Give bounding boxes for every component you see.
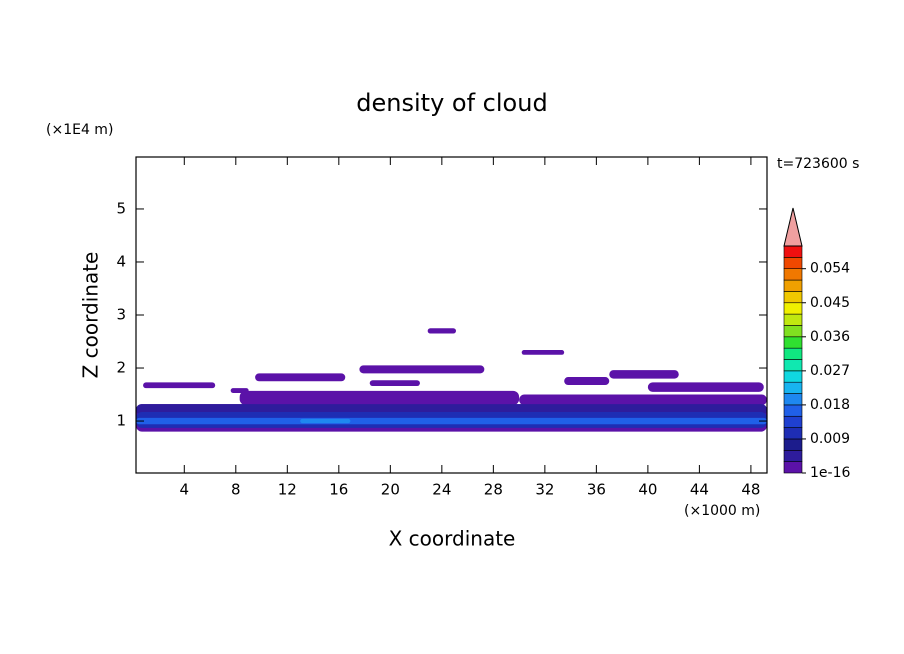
colorbar-band (783, 313, 803, 326)
cloud-cell (230, 388, 249, 393)
cloud-cell (647, 382, 764, 392)
colorbar-band (783, 438, 803, 451)
colorbar-band (783, 336, 803, 349)
colorbar-band (783, 404, 803, 417)
cloud-cell (239, 390, 520, 406)
x-tick-label: 44 (690, 481, 709, 499)
cloud-cell (427, 328, 457, 334)
colorbar-tick-label: 0.054 (810, 261, 850, 277)
x-unit: (×1000 m) (684, 503, 760, 519)
cloud-cell (143, 382, 216, 389)
colorbar-band (783, 381, 803, 394)
colorbar-band (783, 347, 803, 360)
x-axis-label: X coordinate (389, 527, 516, 551)
x-tick-label: 4 (180, 481, 190, 499)
colorbar-band (783, 257, 803, 270)
colorbar-band (783, 245, 803, 258)
colorbar-band (783, 370, 803, 383)
colorbar-band (783, 461, 803, 474)
x-tick-label: 24 (432, 481, 451, 499)
colorbar-tick-label: 0.045 (810, 295, 850, 311)
colorbar-band (783, 279, 803, 292)
colorbar-band (783, 427, 803, 440)
colorbar-band (783, 325, 803, 338)
colorbar-extension (783, 207, 803, 247)
x-tick-label: 36 (587, 481, 606, 499)
cloud-cell (521, 349, 565, 355)
colorbar-band (783, 302, 803, 315)
cloud-cell (564, 377, 610, 385)
colorbar-tick-label: 0.018 (810, 397, 850, 413)
y-tick-label: 3 (116, 306, 126, 324)
colorbar-band (783, 449, 803, 462)
cloud-cell (136, 417, 767, 425)
colorbar-band (783, 415, 803, 428)
y-tick-label: 5 (116, 199, 126, 217)
x-tick-label: 8 (231, 481, 241, 499)
cloud-cell (359, 365, 485, 374)
y-unit: (×1E4 m) (46, 122, 113, 138)
colorbar-tick-label: 0.027 (810, 363, 850, 379)
colorbar-tick-label: 0.009 (810, 431, 850, 447)
colorbar-band (783, 291, 803, 304)
colorbar-band (783, 393, 803, 406)
x-tick-label: 20 (381, 481, 400, 499)
y-tick-label: 1 (116, 412, 126, 430)
cloud-cell (519, 394, 767, 406)
chart-title: density of cloud (356, 89, 547, 117)
colorbar-tick-label: 0.036 (810, 329, 850, 345)
x-tick-label: 12 (278, 481, 297, 499)
colorbar-band (783, 359, 803, 372)
x-tick-label: 16 (329, 481, 348, 499)
x-tick-label: 28 (484, 481, 503, 499)
x-tick-label: 32 (535, 481, 554, 499)
cloud-cell (255, 373, 346, 382)
y-tick-label: 4 (116, 252, 126, 270)
cloud-cell (369, 380, 420, 387)
time-annotation: t=723600 s (777, 156, 859, 172)
y-tick-label: 2 (116, 359, 126, 377)
cloud-cell (300, 418, 351, 424)
y-axis-label: Z coordinate (79, 252, 103, 379)
x-tick-label: 40 (638, 481, 657, 499)
contour-field (136, 328, 767, 432)
colorbar-tick-label: 1e-16 (810, 465, 850, 481)
colorbar-band (783, 268, 803, 281)
cloud-cell (609, 370, 679, 379)
x-tick-label: 48 (741, 481, 760, 499)
